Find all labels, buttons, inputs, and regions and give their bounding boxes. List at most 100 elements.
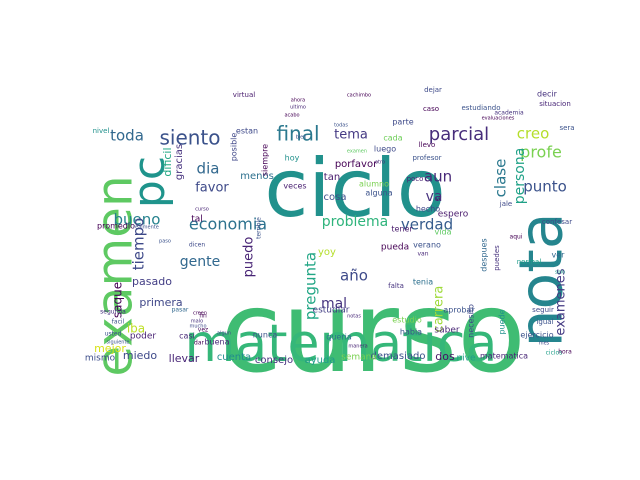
cloud-word-necesito: necesito xyxy=(467,304,476,338)
cloud-word-pc: pc xyxy=(124,156,175,208)
cloud-word-seguir: seguir xyxy=(532,306,554,314)
cloud-word-punto: punto xyxy=(523,178,567,196)
cloud-word-estudiar: estudiar xyxy=(313,306,350,316)
cloud-word-habia: habia xyxy=(400,328,422,337)
cloud-word-tener: tener xyxy=(391,225,413,234)
cloud-word-creen: creen xyxy=(193,311,207,317)
cloud-word-año: año xyxy=(340,267,368,285)
cloud-word-va: va xyxy=(426,189,443,205)
cloud-word-normal: normal xyxy=(517,258,542,266)
cloud-word-bueno: bueno xyxy=(114,211,161,229)
cloud-word-aqui: aqui xyxy=(510,234,523,241)
cloud-word-estan: estan xyxy=(236,127,258,136)
cloud-word-todas: todas xyxy=(334,123,348,129)
cloud-word-parcial: parcial xyxy=(429,124,489,145)
cloud-word-solo: solo xyxy=(555,270,565,276)
cloud-word-queria: queria xyxy=(326,333,352,342)
cloud-word-vez: vez xyxy=(198,327,208,334)
cloud-word-otro: otro xyxy=(375,160,385,166)
cloud-word-tenia: tenia xyxy=(413,278,433,287)
cloud-word-vida: vida xyxy=(435,228,452,237)
cloud-word-tan: tan xyxy=(324,172,340,183)
cloud-word-despues: despues xyxy=(480,238,489,271)
cloud-word-dar: dar xyxy=(194,340,204,347)
cloud-word-promedio: promedio xyxy=(97,222,135,231)
cloud-word-gente: gente xyxy=(180,254,220,270)
cloud-word-cuenta: cuenta xyxy=(217,352,251,363)
cloud-word-llevar: llevar xyxy=(169,352,200,365)
cloud-word-ayuda: ayuda xyxy=(305,355,336,366)
cloud-word-menos: menos xyxy=(240,171,274,182)
cloud-word-curso: curso xyxy=(220,268,525,398)
cloud-word-notas: notas xyxy=(347,314,361,320)
cloud-word-ahora: ahora xyxy=(291,98,305,104)
cloud-word-examenes: examenes xyxy=(554,268,569,335)
cloud-word-casi: casi xyxy=(179,332,195,341)
cloud-word-nunca: nunca xyxy=(253,331,278,340)
cloud-word-miedo: miedo xyxy=(123,349,158,362)
cloud-word-veces: veces xyxy=(283,182,306,191)
cloud-word-dos: dos xyxy=(435,350,455,363)
cloud-word-alumno: alumno xyxy=(359,180,389,189)
cloud-word-poder: poder xyxy=(130,332,156,342)
cloud-word-mes: mes xyxy=(539,341,550,347)
cloud-word-realmente: realmente xyxy=(133,225,159,231)
cloud-word-hora: hora xyxy=(558,349,572,356)
cloud-word-nota: nota xyxy=(507,212,577,347)
cloud-word-caso: caso xyxy=(423,105,439,113)
cloud-word-cachimbo: cachimbo xyxy=(347,93,371,99)
cloud-word-matematica: matematica xyxy=(185,314,498,374)
cloud-word-clase: clase xyxy=(492,159,510,198)
cloud-word-profesor: profesor xyxy=(412,154,441,162)
cloud-word-primera: primera xyxy=(139,296,182,309)
cloud-word-aun: aun xyxy=(424,168,452,186)
cloud-word-evaluaciones: evaluaciones xyxy=(482,116,515,122)
cloud-word-carrera: carrera xyxy=(432,286,447,333)
cloud-word-tal: tal xyxy=(191,215,203,225)
cloud-word-verdad: verdad xyxy=(401,216,453,234)
cloud-word-economia: economia xyxy=(189,215,267,234)
cloud-word-virtual: virtual xyxy=(233,91,255,99)
cloud-word-puede: puede xyxy=(498,309,507,334)
cloud-word-ejercicio: ejercicio xyxy=(520,331,553,340)
cloud-word-dificil: dificil xyxy=(161,147,174,176)
cloud-word-gracias: gracias xyxy=(174,144,185,180)
cloud-word-posible: posible xyxy=(230,133,239,162)
cloud-word-semana: semana xyxy=(341,353,377,363)
cloud-word-falta: falta xyxy=(388,282,404,290)
cloud-word-tema: tema xyxy=(334,128,368,143)
cloud-word-ultimo: ultimo xyxy=(290,105,306,111)
cloud-word-poco: poco xyxy=(407,175,424,183)
cloud-word-puedes: puedes xyxy=(493,245,501,271)
cloud-word-manera: manera xyxy=(348,344,367,350)
cloud-word-terrible: terrible xyxy=(256,217,263,239)
cloud-word-igual: igual xyxy=(536,318,553,326)
cloud-word-decir: decir xyxy=(537,90,558,99)
cloud-word-creo: creo xyxy=(517,125,550,143)
cloud-word-saber: saber xyxy=(434,326,459,336)
cloud-word-academia: academia xyxy=(494,110,524,117)
cloud-word-algun: algun xyxy=(217,331,231,337)
cloud-word-van: van xyxy=(417,251,428,258)
cloud-word-cada: cada xyxy=(383,134,402,143)
cloud-word-saque: saque xyxy=(111,282,125,318)
cloud-word-toda: toda xyxy=(110,127,144,145)
cloud-word-mejor: mejor xyxy=(94,342,126,355)
cloud-word-yoy: yoy xyxy=(318,247,336,258)
cloud-word-profe: profe xyxy=(520,143,562,162)
cloud-word-nive: nive xyxy=(456,354,476,364)
cloud-word-dia: dia xyxy=(197,160,220,178)
cloud-word-pueda: pueda xyxy=(381,243,409,253)
cloud-word-espero: espero xyxy=(438,210,469,220)
cloud-word-tiempo: tiempo xyxy=(130,218,148,271)
cloud-word-problema: problema xyxy=(322,214,389,230)
cloud-word-situacion: situacion xyxy=(539,100,571,108)
cloud-word-bien: bien xyxy=(296,135,307,141)
cloud-word-siguiente: siguiente xyxy=(106,340,129,346)
cloud-word-nivel: nivel xyxy=(93,127,110,135)
cloud-word-ver: ver xyxy=(552,251,566,260)
cloud-word-acabo: acabo xyxy=(284,113,299,119)
cloud-word-siento: siento xyxy=(159,126,220,150)
cloud-word-segunda: segunda xyxy=(100,309,126,316)
cloud-word-dejar: dejar xyxy=(424,86,442,94)
